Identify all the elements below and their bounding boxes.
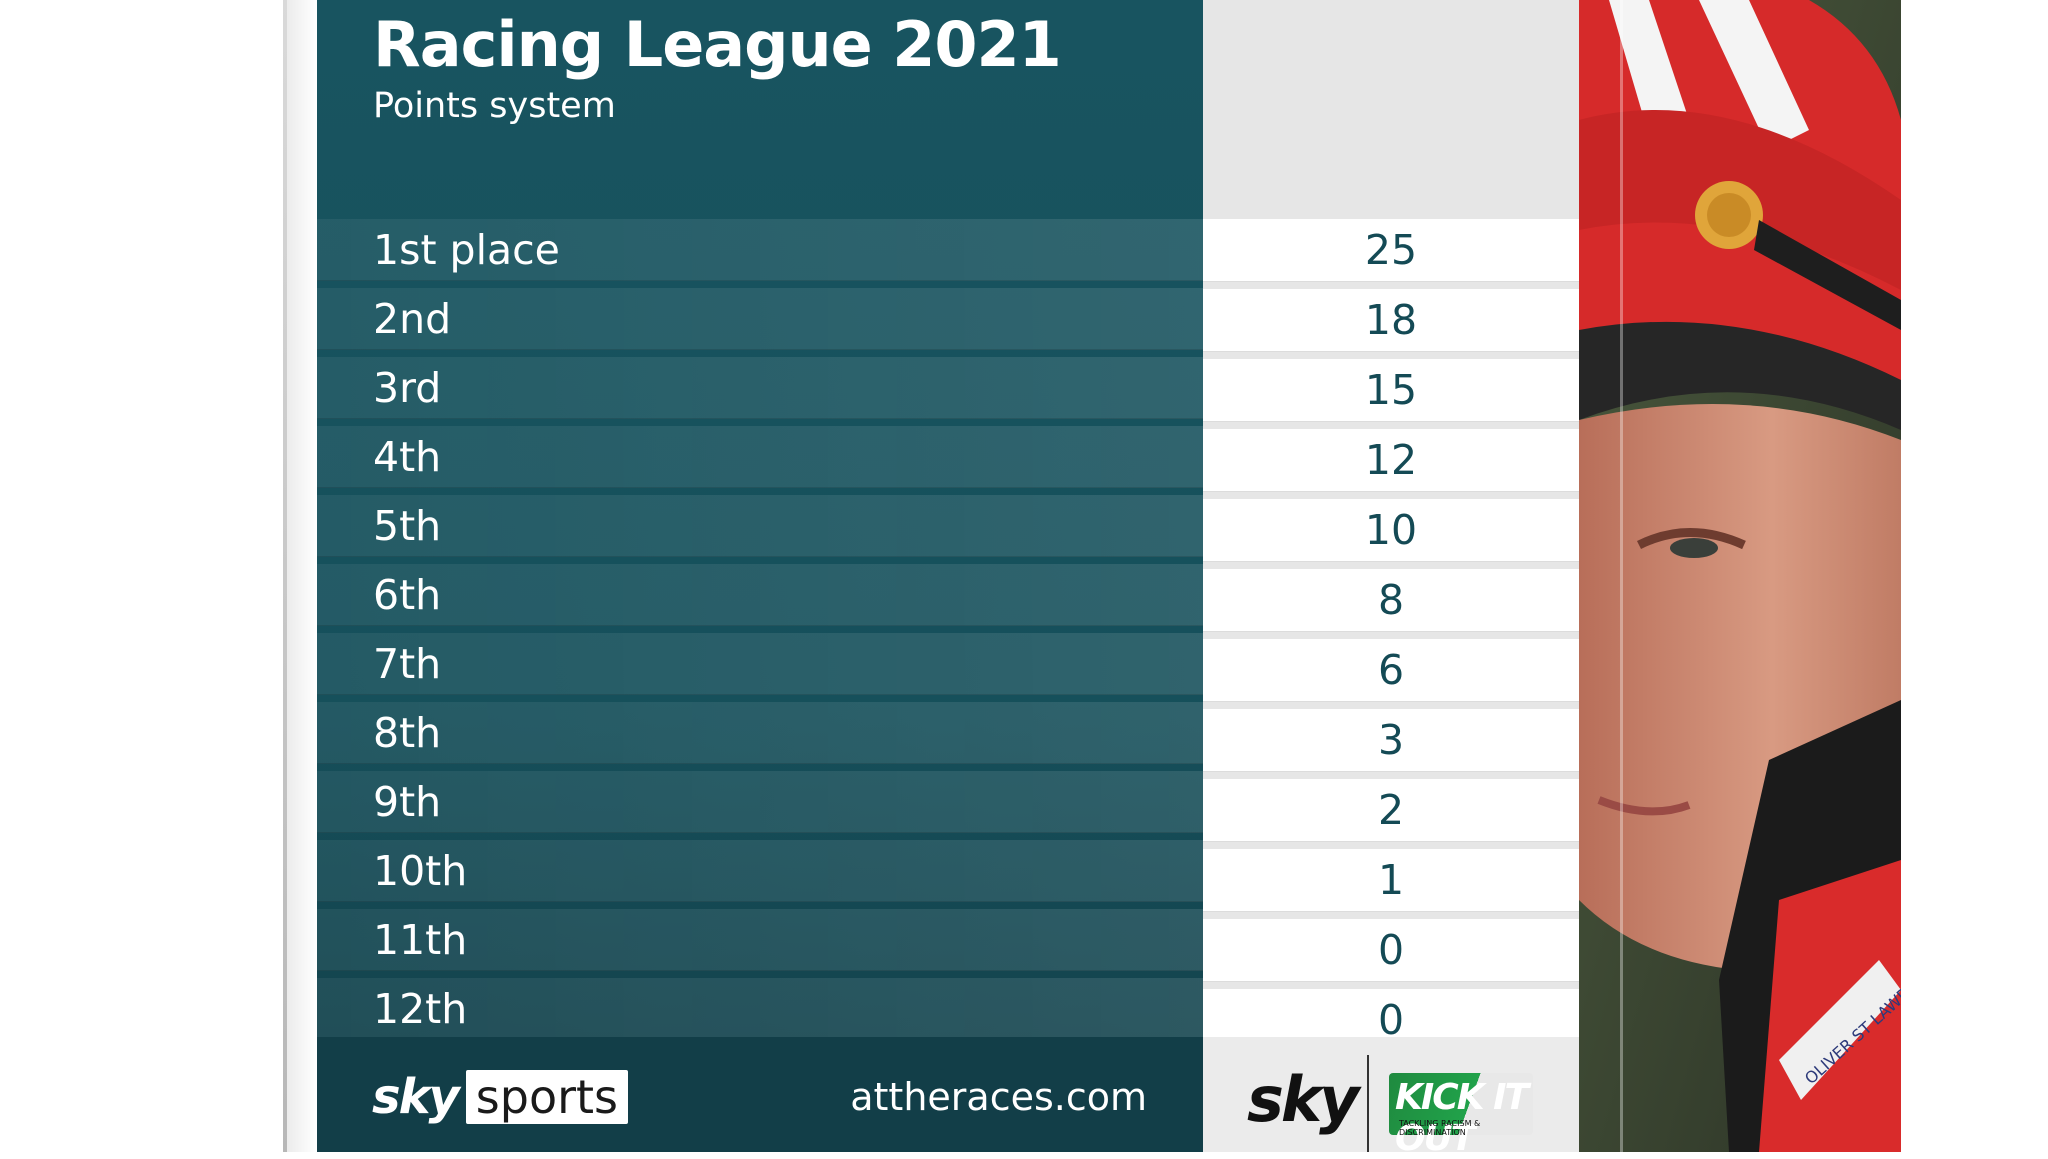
place-label: 6th [317, 564, 1203, 626]
jockey-illustration: OLIVER ST LAWRENCE [1579, 0, 1901, 1152]
points-value: 3 [1203, 709, 1579, 772]
kick-it-out-tagline: TACKLING RACISM & DISCRIMINATION [1399, 1119, 1481, 1137]
place-label: 5th [317, 495, 1203, 557]
place-label: 11th [317, 909, 1203, 971]
place-label: 2nd [317, 288, 1203, 350]
sky-sports-logo: sky sports [372, 1069, 629, 1125]
points-value: 2 [1203, 779, 1579, 842]
place-label: 12th [317, 978, 1203, 1040]
sky-sports-logo-sky: sky [372, 1069, 460, 1125]
place-labels: 1st place 2nd 3rd 4th 5th 6th 7th 8th 9t… [317, 219, 1203, 1047]
left-edge-line [283, 0, 287, 1152]
points-values-panel: 25 18 15 12 10 8 6 3 2 1 0 0 sky KICK IT… [1203, 0, 1579, 1159]
jockey-photo: OLIVER ST LAWRENCE [1579, 0, 1901, 1152]
place-label: 3rd [317, 357, 1203, 419]
page-subtitle: Points system [373, 86, 616, 126]
place-label: 10th [317, 840, 1203, 902]
points-value: 12 [1203, 429, 1579, 492]
points-values: 25 18 15 12 10 8 6 3 2 1 0 0 [1203, 219, 1579, 1059]
panel-shadow [287, 0, 317, 1152]
points-value: 1 [1203, 849, 1579, 912]
place-label: 8th [317, 702, 1203, 764]
page-title: Racing League 2021 [373, 8, 1062, 81]
points-value: 18 [1203, 289, 1579, 352]
footer-right: sky KICK IT OUT TACKLING RACISM & DISCRI… [1203, 1037, 1579, 1159]
kick-it-out-logo: KICK IT OUT TACKLING RACISM & DISCRIMINA… [1389, 1073, 1533, 1159]
place-label: 1st place [317, 219, 1203, 281]
footer-left: sky sports attheraces.com [317, 1037, 1203, 1152]
place-label: 7th [317, 633, 1203, 695]
points-labels-panel: Racing League 2021 Points system 1st pla… [317, 0, 1203, 1152]
sky-logo: sky [1247, 1063, 1360, 1136]
photo-edge-line [1620, 0, 1623, 1152]
points-value: 6 [1203, 639, 1579, 702]
points-value: 15 [1203, 359, 1579, 422]
kick-it-out-logo-text: KICK IT OUT [1395, 1077, 1529, 1159]
logo-divider [1367, 1055, 1369, 1152]
place-label: 4th [317, 426, 1203, 488]
points-value: 0 [1203, 919, 1579, 982]
points-value: 25 [1203, 219, 1579, 282]
place-label: 9th [317, 771, 1203, 833]
points-value: 10 [1203, 499, 1579, 562]
website-url: attheraces.com [850, 1075, 1147, 1119]
points-value: 8 [1203, 569, 1579, 632]
sky-sports-logo-sports: sports [465, 1070, 629, 1124]
